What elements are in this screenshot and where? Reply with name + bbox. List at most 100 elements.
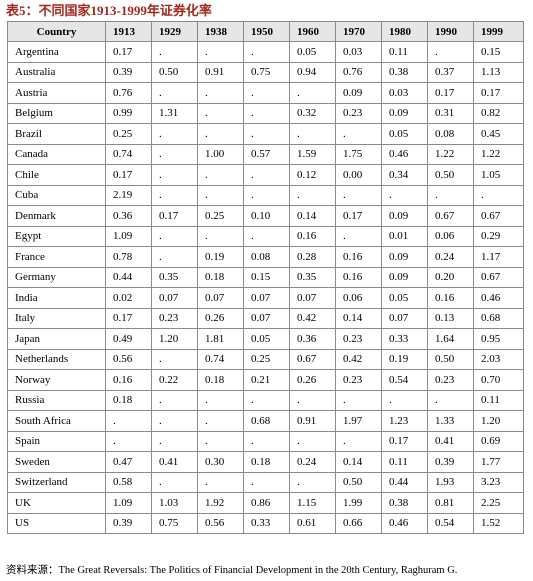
- value-cell: 0.42: [335, 348, 382, 370]
- value-cell: 1.93: [427, 471, 474, 493]
- value-cell: 0.11: [381, 41, 428, 63]
- value-cell: 0.23: [151, 307, 198, 329]
- table-row: Norway 0.16 0.22 0.18 0.21 0.26 0.23 0.54 0.23 0.…: [7, 369, 524, 391]
- value-cell: .: [151, 430, 198, 452]
- value-cell: .: [151, 225, 198, 247]
- value-cell: 0.05: [243, 328, 290, 350]
- value-cell: .: [335, 389, 382, 411]
- country-cell: Belgium: [7, 102, 106, 124]
- value-cell: .: [197, 430, 244, 452]
- value-cell: 0.05: [381, 287, 428, 309]
- value-cell: 0.16: [289, 225, 336, 247]
- value-cell: 0.24: [427, 246, 474, 268]
- table-row: Belgium 0.99 1.31.. 0.32 0.23 0.09 0.31 0.82: [7, 102, 524, 124]
- value-cell: 0.68: [473, 307, 524, 329]
- value-cell: 0.09: [381, 102, 428, 124]
- country-cell: US: [7, 512, 106, 534]
- value-cell: 0.41: [427, 430, 474, 452]
- value-cell: 0.17: [427, 82, 474, 104]
- value-cell: 0.74: [105, 143, 152, 165]
- value-cell: 0.66: [335, 512, 382, 534]
- value-cell: 0.30: [197, 451, 244, 473]
- column-header-year: 1960: [289, 21, 336, 42]
- value-cell: 0.03: [381, 82, 428, 104]
- value-cell: 0.38: [381, 61, 428, 83]
- value-cell: 0.08: [243, 246, 290, 268]
- securitization-rate-table: Country 1913 1929 1938 1950 1960 1970 1980 1990 1…: [7, 21, 524, 534]
- value-cell: 0.94: [289, 61, 336, 83]
- value-cell: 0.78: [105, 246, 152, 268]
- value-cell: 0.56: [105, 348, 152, 370]
- value-cell: 0.07: [381, 307, 428, 329]
- value-cell: .: [335, 184, 382, 206]
- value-cell: 2.03: [473, 348, 524, 370]
- value-cell: 0.91: [289, 410, 336, 432]
- country-cell: Germany: [7, 266, 106, 288]
- table-row: Denmark 0.36 0.17 0.25 0.10 0.14 0.17 0.09 0.67 0…: [7, 205, 524, 227]
- value-cell: 0.39: [105, 512, 152, 534]
- value-cell: .: [473, 184, 524, 206]
- table-row: Canada 0.74. 1.00 0.57 1.59 1.75 0.46 1.22 1.22: [7, 143, 524, 165]
- country-cell: Spain: [7, 430, 106, 452]
- value-cell: 0.33: [243, 512, 290, 534]
- table-caption: 表5：不同国家1913-1999年证券化率: [6, 3, 212, 18]
- value-cell: 0.16: [335, 246, 382, 268]
- value-cell: 1.99: [335, 492, 382, 514]
- value-cell: 0.13: [427, 307, 474, 329]
- value-cell: 0.02: [105, 287, 152, 309]
- value-cell: 0.14: [335, 307, 382, 329]
- value-cell: 1.75: [335, 143, 382, 165]
- value-cell: .: [289, 389, 336, 411]
- value-cell: 0.16: [335, 266, 382, 288]
- table-row: South Africa... 0.68 0.91 1.97 1.23 1.33 1.20: [7, 410, 524, 432]
- value-cell: 0.10: [243, 205, 290, 227]
- table-row: Germany 0.44 0.35 0.18 0.15 0.35 0.16 0.09 0.20 0…: [7, 266, 524, 288]
- value-cell: .: [151, 82, 198, 104]
- value-cell: 0.61: [289, 512, 336, 534]
- table-row: Italy 0.17 0.23 0.26 0.07 0.42 0.14 0.07 0.13 0.6…: [7, 307, 524, 329]
- country-cell: Russia: [7, 389, 106, 411]
- value-cell: 1.81: [197, 328, 244, 350]
- table-row: Cuba 2.19........: [7, 184, 524, 206]
- table-row: Austria 0.76.... 0.09 0.03 0.17 0.17: [7, 82, 524, 104]
- value-cell: .: [243, 102, 290, 124]
- column-header-year: 1938: [197, 21, 244, 42]
- value-cell: 0.57: [243, 143, 290, 165]
- value-cell: 0.00: [335, 164, 382, 186]
- value-cell: 0.15: [243, 266, 290, 288]
- value-cell: 0.54: [427, 512, 474, 534]
- value-cell: 0.36: [289, 328, 336, 350]
- country-cell: France: [7, 246, 106, 268]
- column-header-year: 1990: [427, 21, 474, 42]
- value-cell: 0.08: [427, 123, 474, 145]
- value-cell: 0.32: [289, 102, 336, 124]
- value-cell: 0.25: [105, 123, 152, 145]
- value-cell: 0.67: [473, 266, 524, 288]
- value-cell: 0.23: [335, 369, 382, 391]
- value-cell: 0.70: [473, 369, 524, 391]
- country-cell: Cuba: [7, 184, 106, 206]
- source-note: 资料来源：The Great Reversals: The Politics o…: [6, 565, 458, 576]
- value-cell: 0.36: [105, 205, 152, 227]
- value-cell: 1.15: [289, 492, 336, 514]
- header-row: Country 1913 1929 1938 1950 1960 1970 1980 1990 1…: [7, 21, 524, 42]
- value-cell: 0.35: [289, 266, 336, 288]
- value-cell: 1.23: [381, 410, 428, 432]
- value-cell: 0.11: [381, 451, 428, 473]
- column-header-country: Country: [7, 21, 106, 42]
- value-cell: 0.23: [335, 102, 382, 124]
- table-row: UK 1.09 1.03 1.92 0.86 1.15 1.99 0.38 0.81 2.25: [7, 492, 524, 514]
- value-cell: .: [197, 123, 244, 145]
- value-cell: .: [197, 471, 244, 493]
- table-row: Switzerland 0.58.... 0.50 0.44 1.93 3.23: [7, 471, 524, 493]
- value-cell: .: [335, 225, 382, 247]
- value-cell: 0.11: [473, 389, 524, 411]
- value-cell: 0.20: [427, 266, 474, 288]
- value-cell: 0.45: [473, 123, 524, 145]
- value-cell: 1.97: [335, 410, 382, 432]
- country-cell: South Africa: [7, 410, 106, 432]
- value-cell: .: [197, 225, 244, 247]
- value-cell: 0.39: [427, 451, 474, 473]
- value-cell: .: [427, 41, 474, 63]
- value-cell: 0.16: [427, 287, 474, 309]
